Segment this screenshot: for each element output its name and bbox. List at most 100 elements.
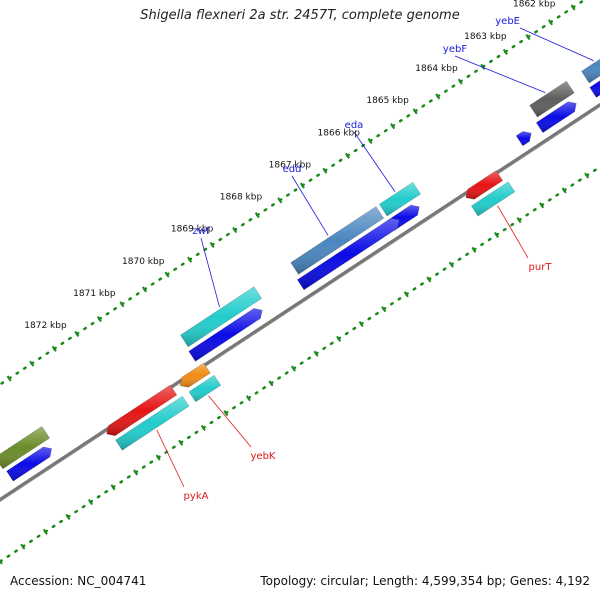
minor-tick-outer <box>547 19 553 26</box>
tick-rail-inner <box>0 165 600 564</box>
minor-tick-outer <box>322 167 328 174</box>
minor-tick-outer <box>96 316 102 323</box>
minor-tick-inner <box>200 424 206 431</box>
minor-tick-outer <box>141 286 147 293</box>
tick-rail-outer <box>0 0 587 386</box>
tick-label: 1871 kbp <box>73 289 116 299</box>
minor-tick-inner <box>471 246 477 253</box>
gene-label-zwf[interactable]: zwf <box>193 226 210 237</box>
leader-line-zwf <box>200 237 220 308</box>
minor-tick-inner <box>516 217 522 224</box>
gene-eda[interactable] <box>378 181 421 217</box>
minor-tick-inner <box>155 454 161 461</box>
genome-summary-text: Topology: circular; Length: 4,599,354 bp… <box>260 574 590 588</box>
gene-edd[interactable] <box>290 206 385 275</box>
gene-pykA-track[interactable] <box>115 395 190 451</box>
gene-yebF[interactable] <box>529 80 575 118</box>
gene-label-yebE[interactable]: yebE <box>495 16 520 27</box>
minor-tick-outer <box>51 345 57 352</box>
gene-label-yebF[interactable]: yebF <box>443 44 467 55</box>
tick-label: 1862 kbp <box>513 0 556 10</box>
minor-tick-outer <box>525 34 531 41</box>
leader-line-pykA <box>156 429 185 488</box>
leader-line-yebF <box>454 55 546 94</box>
tick-label: 1868 kbp <box>220 193 263 203</box>
accession-text: Accession: NC_004741 <box>10 574 147 588</box>
minor-tick-outer <box>254 212 260 219</box>
minor-tick-outer <box>187 256 193 263</box>
minor-tick-inner <box>110 484 116 491</box>
minor-tick-inner <box>133 469 139 476</box>
tick-label: 1869 kbp <box>171 225 214 235</box>
minor-tick-outer <box>344 152 350 159</box>
gene-label-edd[interactable]: edd <box>283 164 302 175</box>
minor-tick-outer <box>209 241 215 248</box>
minor-tick-inner <box>88 499 93 506</box>
minor-tick-outer <box>570 4 576 11</box>
cds-unlabeled-left-a[interactable] <box>6 446 53 482</box>
minor-tick-inner <box>291 365 296 372</box>
minor-tick-inner <box>494 231 499 239</box>
minor-tick-inner <box>381 306 387 313</box>
minor-tick-inner <box>178 439 184 446</box>
cds-unlabeled-small[interactable] <box>515 131 532 147</box>
minor-tick-inner <box>223 409 229 417</box>
gene-unlabeled-left-a[interactable] <box>0 425 51 470</box>
minor-tick-outer <box>435 93 441 100</box>
minor-tick-outer <box>367 137 373 145</box>
minor-tick-inner <box>358 320 364 328</box>
minor-tick-inner <box>539 202 545 209</box>
minor-tick-outer <box>164 271 170 278</box>
tick-layer <box>0 0 600 565</box>
map-title: Shigella flexneri 2a str. 2457T, complet… <box>140 8 460 23</box>
leader-line-purT <box>497 205 529 259</box>
minor-tick-outer <box>277 197 283 204</box>
minor-tick-inner <box>403 291 409 298</box>
minor-tick-outer <box>299 182 305 189</box>
minor-tick-outer <box>457 78 463 85</box>
minor-tick-inner <box>336 335 342 342</box>
tick-label: 1865 kbp <box>366 96 409 106</box>
minor-tick-inner <box>313 350 319 357</box>
minor-tick-inner <box>0 559 3 565</box>
minor-tick-outer <box>74 330 80 337</box>
minor-tick-inner <box>20 543 26 550</box>
minor-tick-outer <box>29 360 35 367</box>
cds-zwf[interactable] <box>188 308 263 362</box>
gene-label-yebK[interactable]: yebK <box>251 451 276 462</box>
minor-tick-inner <box>426 276 432 283</box>
cds-yebF[interactable] <box>535 101 577 134</box>
minor-tick-inner <box>65 513 71 521</box>
minor-tick-inner <box>268 380 274 387</box>
genome-backbone <box>0 102 600 502</box>
gene-purT-track[interactable] <box>470 181 516 217</box>
gene-label-purT[interactable]: purT <box>529 262 553 273</box>
cds-purT[interactable] <box>465 170 504 200</box>
minor-tick-outer <box>502 48 508 56</box>
minor-tick-inner <box>448 261 454 268</box>
gene-label-eda[interactable]: eda <box>345 120 364 131</box>
cds-pykA[interactable] <box>106 384 178 437</box>
gene-yebE[interactable] <box>581 45 600 84</box>
gene-zwf[interactable] <box>180 286 263 348</box>
leader-line-yebK <box>208 395 252 448</box>
tick-label: 1863 kbp <box>464 32 507 42</box>
gene-yebK-track[interactable] <box>188 374 222 403</box>
minor-tick-inner <box>245 395 251 402</box>
minor-tick-outer <box>119 301 125 308</box>
tick-label: 1872 kbp <box>24 321 67 331</box>
cds-yebK[interactable] <box>179 362 211 388</box>
minor-tick-outer <box>480 63 486 70</box>
cds-edd[interactable] <box>296 217 400 291</box>
minor-tick-inner <box>42 528 48 535</box>
minor-tick-inner <box>584 172 590 179</box>
leader-line-edd <box>291 175 329 236</box>
tick-label: 1864 kbp <box>415 64 458 74</box>
minor-tick-outer <box>6 375 12 382</box>
leader-line-eda <box>353 131 396 192</box>
minor-tick-outer <box>390 123 396 130</box>
minor-tick-inner <box>561 187 567 194</box>
gene-label-pykA[interactable]: pykA <box>184 491 209 502</box>
cds-yebE[interactable] <box>589 72 600 98</box>
